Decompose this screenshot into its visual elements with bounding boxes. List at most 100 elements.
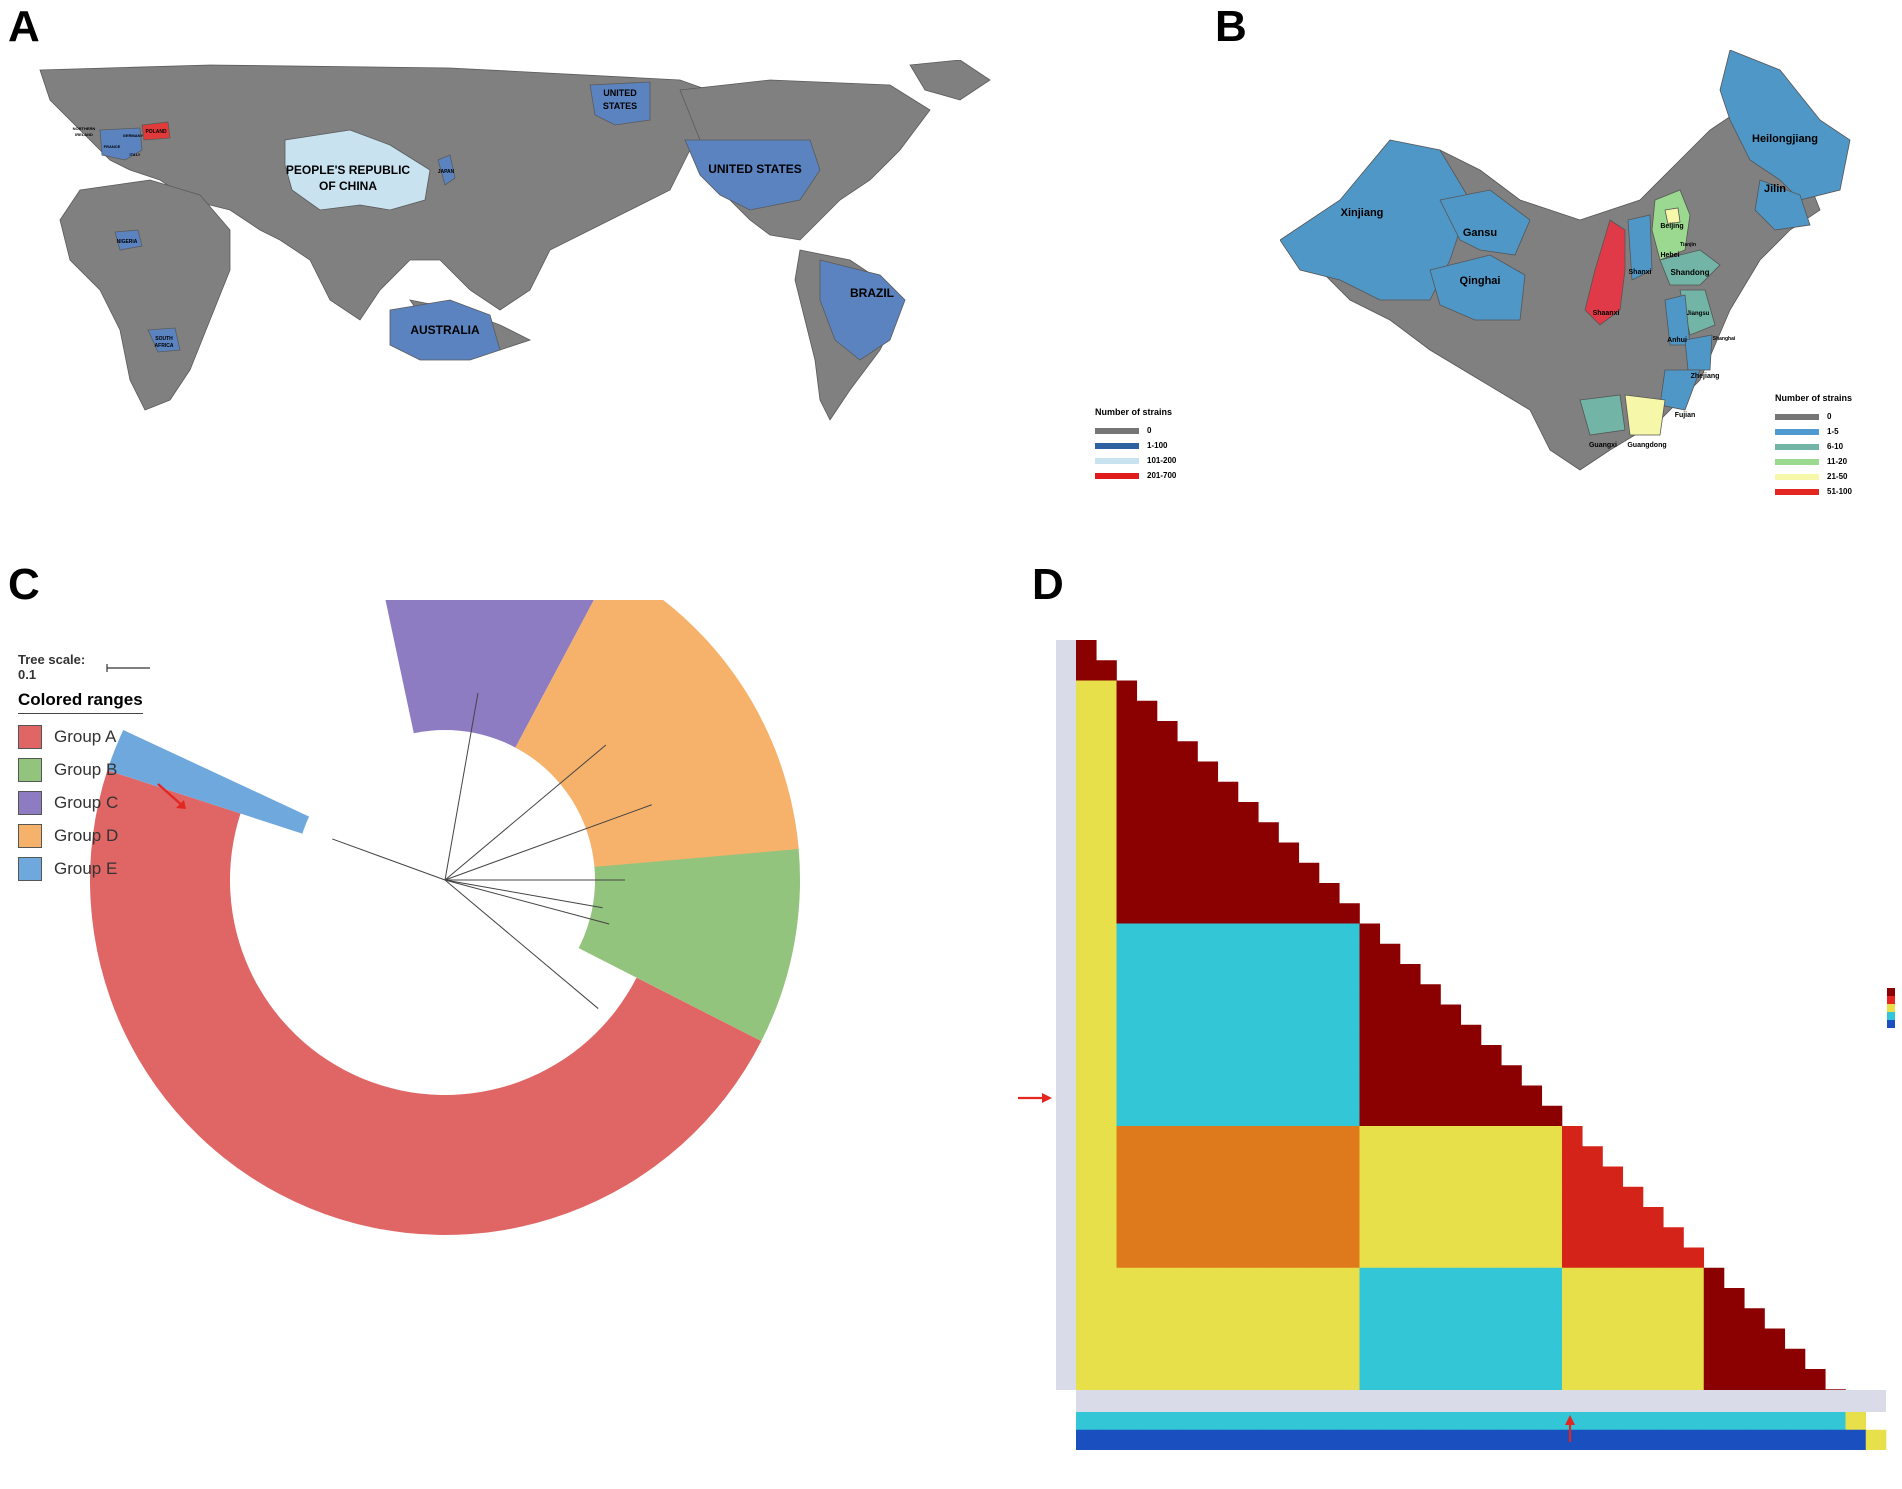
heatmap-cell — [1217, 923, 1239, 945]
tree-legend-item: Group A — [18, 720, 150, 753]
heatmap-cell — [1157, 1146, 1178, 1167]
heatmap-cell — [1238, 802, 1259, 823]
heatmap-cell — [1096, 883, 1117, 904]
heatmap-cell — [1521, 1429, 1543, 1450]
heatmap-cell — [1076, 660, 1097, 681]
qinghai-label: Qinghai — [1460, 275, 1501, 287]
heatmap-cell — [1116, 1288, 1138, 1309]
heatmap-cell — [1460, 1207, 1482, 1228]
heatmap-left-ticks — [1056, 640, 1076, 1390]
heatmap-cell — [1258, 842, 1279, 864]
china-legend-item: 0 — [1775, 409, 1852, 424]
heatmap-cell — [1136, 1065, 1158, 1086]
heatmap-cell — [1197, 1227, 1219, 1248]
heatmap-cell — [1177, 984, 1198, 1005]
heatmap-cell — [1238, 1166, 1259, 1188]
heatmap-cell — [1258, 1328, 1279, 1350]
heatmap-cell — [1157, 781, 1178, 803]
heatmap-cell — [1541, 1429, 1563, 1450]
heatmap-cell — [1521, 1409, 1543, 1431]
heatmap-cell — [1319, 1024, 1340, 1046]
group-b-range — [560, 818, 800, 1042]
heatmap-cell — [1643, 1429, 1664, 1450]
heatmap-cell — [1217, 883, 1239, 904]
heatmap-cell — [1278, 1126, 1300, 1147]
heatmap-cell — [1703, 1369, 1725, 1390]
heatmap-cell — [1379, 1369, 1401, 1390]
heatmap-cell — [1379, 1247, 1401, 1269]
heatmap-cell — [1298, 1429, 1320, 1450]
heatmap-cell — [1622, 1409, 1644, 1431]
heatmap-cell — [1420, 1308, 1441, 1329]
heatmap-cell — [1602, 1288, 1624, 1309]
heatmap-cell — [1764, 1429, 1786, 1450]
heatmap-cell — [1096, 1348, 1117, 1370]
heatmap-cell — [1177, 781, 1198, 803]
tree-branch — [444, 879, 603, 909]
heatmap-cell — [1622, 1267, 1644, 1289]
heatmap-cell — [1440, 1409, 1462, 1431]
heatmap-cell — [1359, 1105, 1381, 1127]
heatmap-cell — [1298, 1227, 1320, 1248]
heatmap-cell — [1116, 1085, 1138, 1107]
heatmap-cell — [1258, 1105, 1279, 1127]
heatmap-cell — [1096, 1166, 1117, 1188]
heatmap-cell — [1116, 1105, 1138, 1127]
legend-swatch — [1775, 413, 1819, 420]
alaska-label-2: STATES — [603, 101, 637, 111]
heatmap-cell — [1298, 1004, 1320, 1026]
usa-label: UNITED STATES — [708, 162, 802, 176]
heatmap-cell — [1703, 1267, 1725, 1289]
heatmap-cell — [1400, 1227, 1421, 1248]
heatmap-cell — [1298, 862, 1320, 884]
heatmap-cell — [1096, 1085, 1117, 1107]
heatmap-cell — [1643, 1207, 1664, 1228]
heatmap-cell — [1420, 984, 1441, 1005]
heatmap-cell — [1197, 862, 1219, 884]
heatmap-cell — [1602, 1186, 1624, 1208]
heatmap-cell — [1217, 1288, 1239, 1309]
heatmap-cell — [1217, 1004, 1239, 1026]
heatmap-cell — [1400, 1247, 1421, 1269]
heatmap-cell — [1278, 943, 1300, 965]
heatmap-cell — [1481, 1227, 1502, 1248]
heatmap-cell — [1096, 741, 1117, 762]
heatmap-cell — [1136, 883, 1158, 904]
tree-scale-bar — [106, 664, 150, 672]
france-label: FRANCE — [104, 144, 121, 149]
heatmap-cell — [1602, 1328, 1624, 1350]
heatmap-cell — [1440, 1267, 1462, 1289]
shanghai-label: Shanghai — [1713, 336, 1736, 342]
heatmap-cell — [1076, 741, 1097, 762]
australia-region — [389, 299, 501, 361]
world-land — [39, 60, 991, 421]
heatmap-cell — [1136, 1146, 1158, 1167]
colored-ranges-title: Colored ranges — [18, 690, 143, 714]
legend-label: 0 — [1147, 426, 1152, 435]
heatmap-cell — [1784, 1409, 1806, 1431]
heatmap-cell — [1460, 1288, 1482, 1309]
heatmap-cell — [1096, 1409, 1117, 1431]
heatmap-cell — [1238, 1369, 1259, 1390]
heatmap-cell — [1116, 1024, 1138, 1046]
heatmap-cell — [1602, 1166, 1624, 1188]
heatmap-cell — [1177, 741, 1198, 762]
heatmap-cell — [1460, 1308, 1482, 1329]
heatmap-cell — [1197, 943, 1219, 965]
heatmap-cell — [1359, 1409, 1381, 1431]
heatmap-cell — [1258, 1065, 1279, 1086]
heatmap-cell — [1157, 1024, 1178, 1046]
heatmap-cell — [1217, 1247, 1239, 1269]
heatmap-cell — [1136, 842, 1158, 864]
heatmap-cell — [1217, 1409, 1239, 1431]
heatmap-cell — [1460, 1348, 1482, 1370]
heatmap-cell — [1177, 1247, 1198, 1269]
heatmap-cell — [1298, 1065, 1320, 1086]
heatmap-cell — [1076, 680, 1097, 702]
heatmap-cell — [1238, 1267, 1259, 1289]
heatmap-cell — [1562, 1247, 1583, 1269]
heatmap-cell — [1379, 1065, 1401, 1086]
heatmap-cell — [1197, 1004, 1219, 1026]
heatmap-cell — [1177, 761, 1198, 783]
heatmap-cell — [1298, 943, 1320, 965]
